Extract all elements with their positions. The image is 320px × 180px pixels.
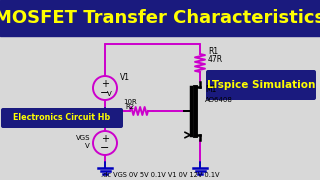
Text: 47R: 47R [208, 55, 223, 64]
Text: VGS: VGS [76, 135, 90, 141]
Text: .dc VGS 0V 5V 0.1V V1 0V 12V 0.1V: .dc VGS 0V 5V 0.1V V1 0V 12V 0.1V [101, 172, 219, 178]
Text: +: + [101, 134, 109, 144]
Text: 10R: 10R [123, 99, 137, 105]
Text: −: − [100, 143, 110, 153]
Text: −: − [100, 88, 110, 98]
Bar [0, 0, 320, 36]
Text: R1: R1 [208, 48, 218, 57]
Bar [0, 36, 320, 180]
Text: M1: M1 [205, 86, 216, 94]
Text: AO6408: AO6408 [205, 97, 233, 103]
Text: LTspice Simulation: LTspice Simulation [207, 80, 315, 90]
Text: V: V [107, 91, 112, 97]
Text: Electronics Circuit Hb: Electronics Circuit Hb [13, 114, 111, 123]
FancyBboxPatch shape [206, 70, 316, 100]
Text: V1: V1 [120, 73, 130, 82]
FancyBboxPatch shape [1, 108, 123, 128]
Text: +: + [101, 79, 109, 89]
Text: R2: R2 [125, 104, 135, 110]
Text: V: V [85, 143, 90, 149]
Text: MOSFET Transfer Characteristics: MOSFET Transfer Characteristics [0, 9, 320, 27]
